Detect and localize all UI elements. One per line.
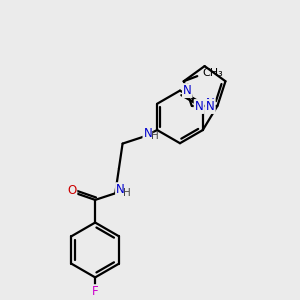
Text: N: N	[206, 97, 214, 110]
Text: N: N	[206, 100, 214, 113]
Text: N: N	[116, 183, 125, 196]
Text: H: H	[151, 131, 158, 141]
Text: F: F	[92, 285, 98, 298]
Text: N: N	[183, 84, 192, 97]
Text: CH₃: CH₃	[203, 68, 224, 78]
Text: O: O	[67, 184, 76, 197]
Text: H: H	[123, 188, 131, 198]
Text: N: N	[195, 100, 203, 113]
Text: N: N	[143, 127, 152, 140]
